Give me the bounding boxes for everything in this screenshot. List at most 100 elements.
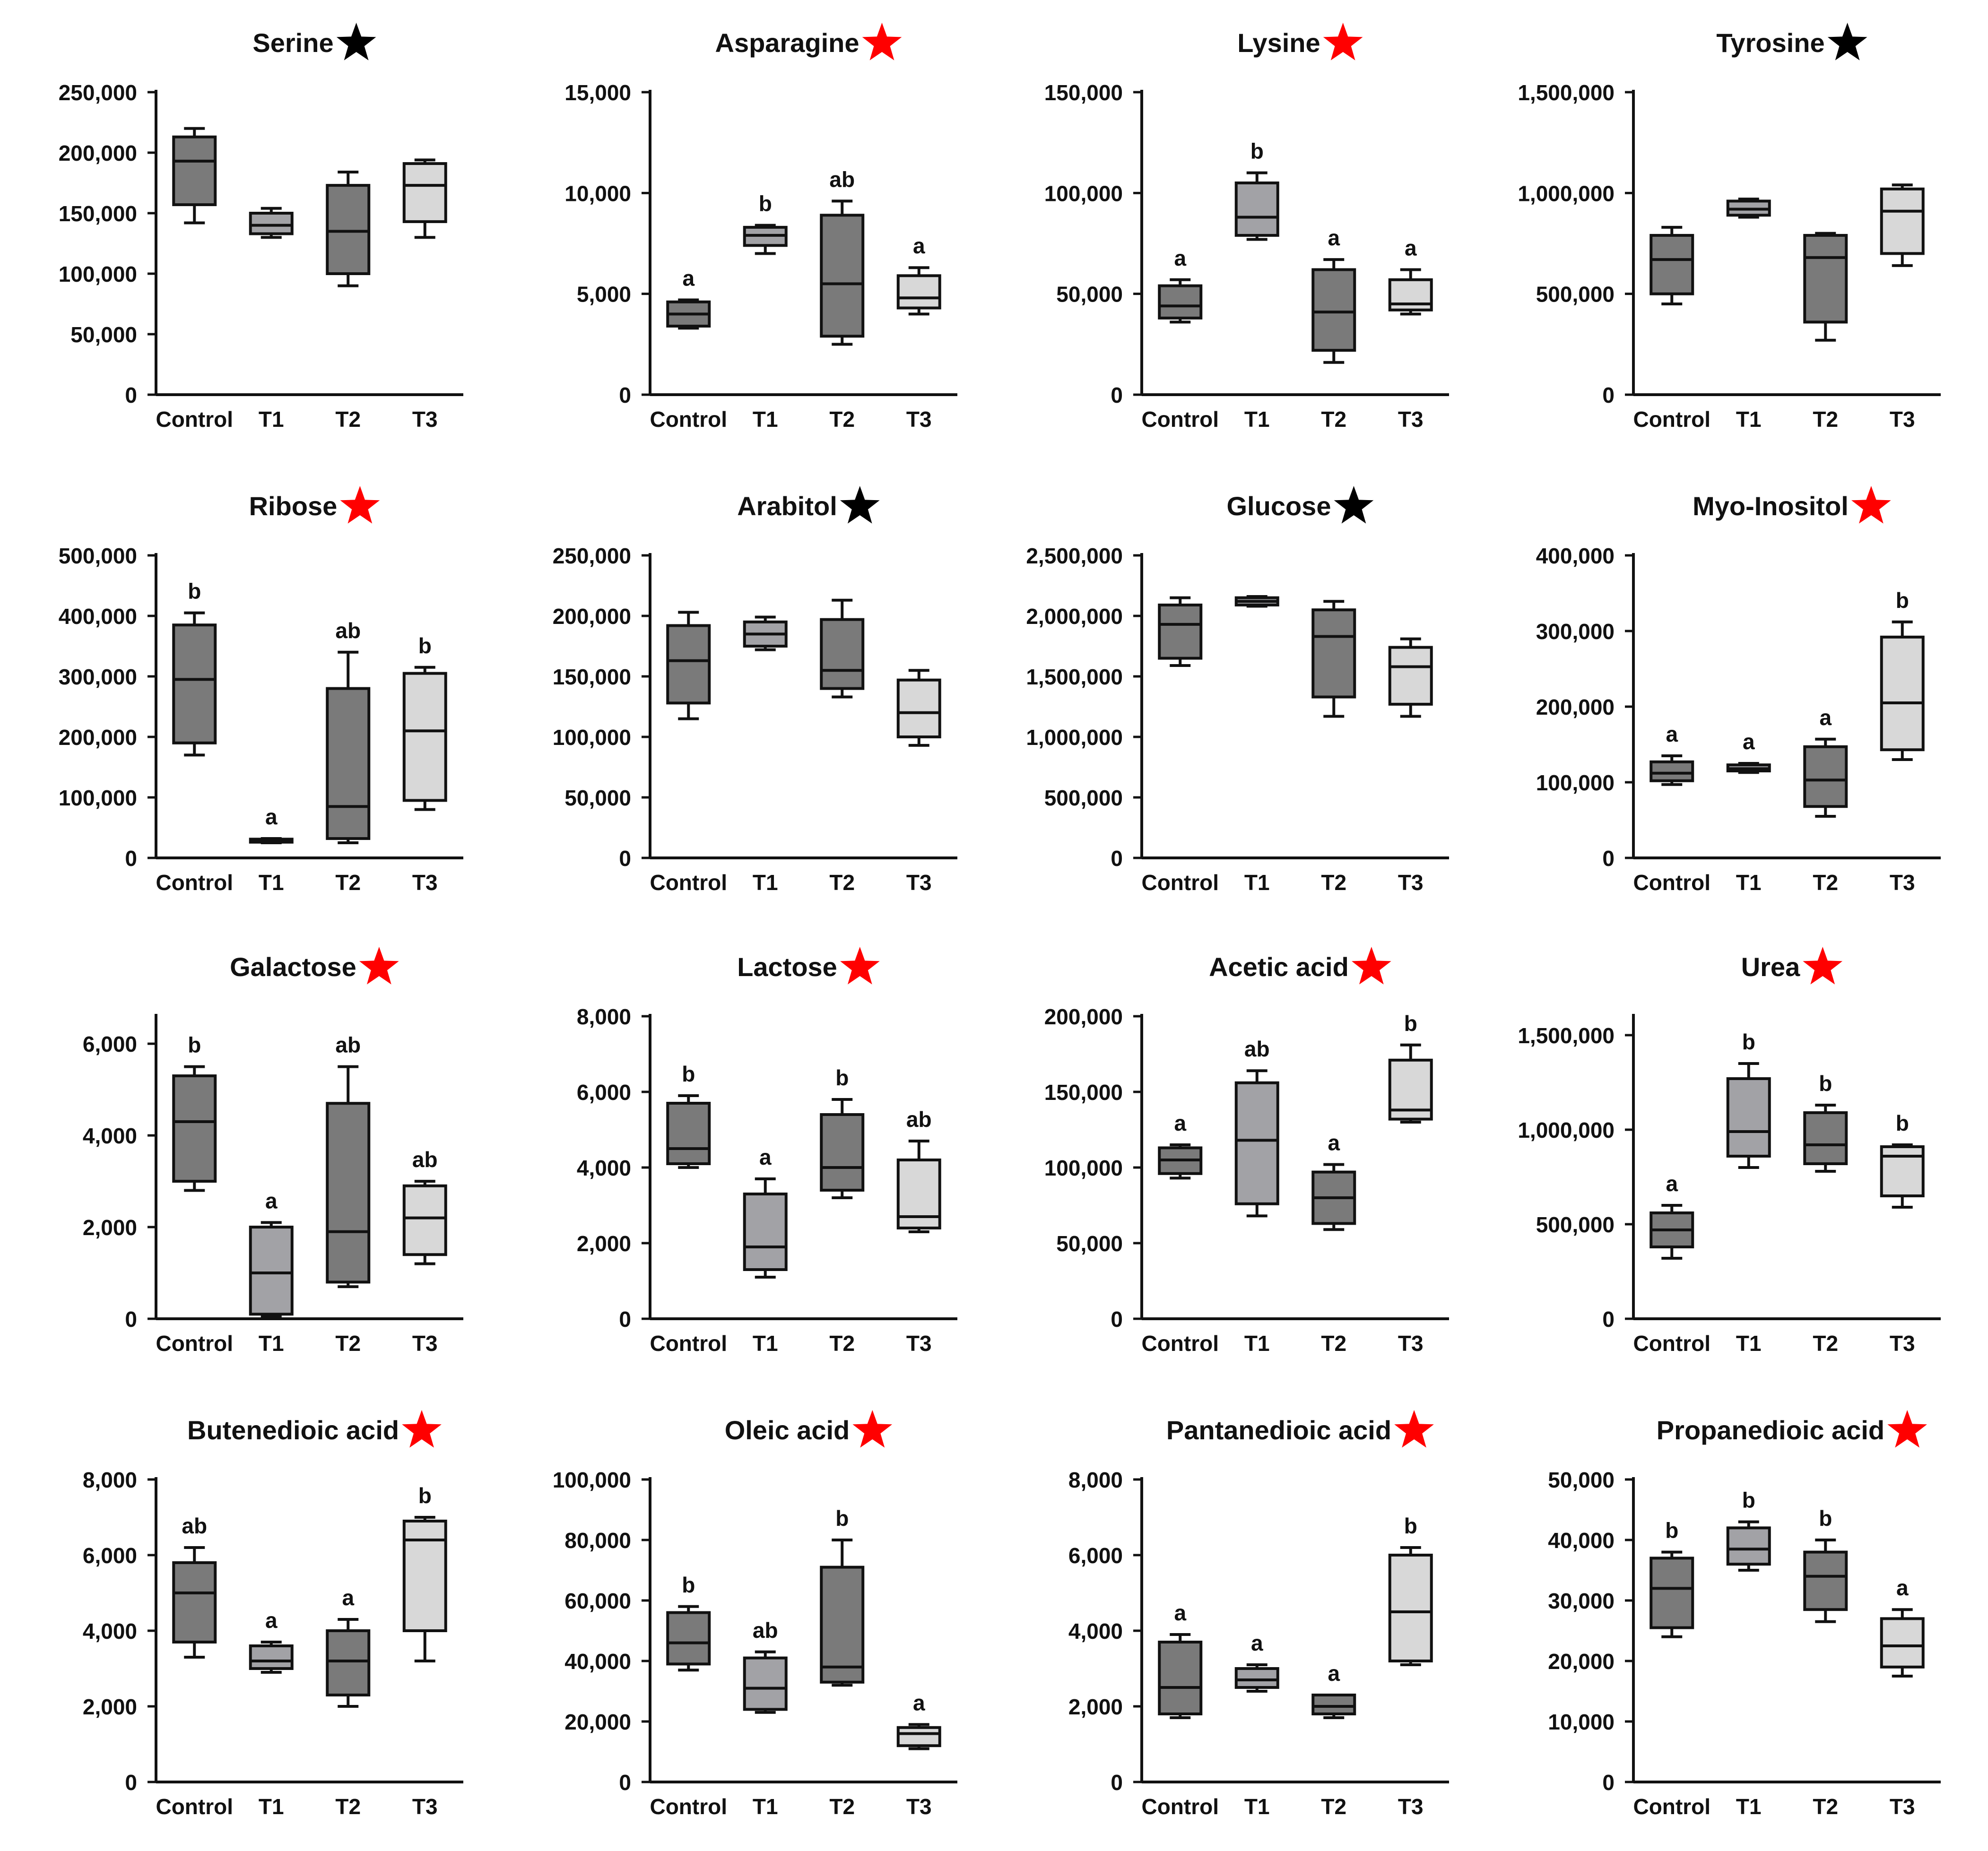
chart-title: Acetic acid — [1209, 952, 1349, 982]
iqr-box — [402, 672, 447, 802]
box-t2: a — [326, 1585, 371, 1708]
x-tick-label: T1 — [753, 407, 778, 432]
significance-letter: a — [1819, 705, 1832, 730]
x-tick-label: Control — [1141, 870, 1219, 895]
y-tick-label: 30,000 — [1548, 1589, 1615, 1613]
significance-star-icon — [336, 23, 376, 61]
y-tick-label: 6,000 — [83, 1543, 137, 1568]
iqr-box — [1649, 234, 1694, 295]
x-tick-label: Control — [1633, 870, 1710, 895]
y-tick-label: 0 — [1111, 846, 1123, 871]
significance-star-icon — [852, 1410, 893, 1448]
panel-arabitol: Arabitol 0 50,000 100,000 150,000 200,000 250,… — [553, 486, 957, 895]
y-tick-label: 2,000,000 — [1026, 604, 1123, 629]
y-tick-label: 50,000 — [1548, 1468, 1615, 1492]
x-tick-label: Control — [650, 870, 727, 895]
x-tick-label: T2 — [1321, 870, 1346, 895]
x-tick-label: T1 — [753, 1331, 778, 1356]
y-tick-label: 0 — [619, 383, 631, 407]
x-tick-label: T2 — [335, 407, 361, 432]
x-tick-label: Control — [1633, 1331, 1710, 1356]
significance-star-icon — [1803, 947, 1843, 985]
y-tick-label: 20,000 — [564, 1710, 631, 1734]
x-tick-label: Control — [650, 1794, 727, 1819]
significance-star-icon — [1851, 486, 1891, 524]
significance-letter: b — [835, 1065, 849, 1090]
x-tick-label: T1 — [1736, 1794, 1762, 1819]
chart-title: Urea — [1741, 952, 1800, 982]
significance-letter: b — [188, 579, 201, 604]
box-t2: a — [1803, 705, 1848, 818]
iqr-box — [1388, 646, 1433, 706]
y-tick-label: 500,000 — [1536, 1212, 1615, 1237]
iqr-box — [1234, 1667, 1279, 1689]
box-t1 — [743, 615, 788, 651]
y-tick-label: 0 — [1111, 1307, 1123, 1332]
x-tick-label: T3 — [1890, 407, 1915, 432]
significance-letter: b — [759, 191, 772, 216]
iqr-box — [1234, 182, 1279, 237]
chart-title: Arabitol — [737, 491, 837, 521]
box-t2: a — [1311, 1131, 1356, 1231]
y-tick-label: 100,000 — [553, 1468, 631, 1492]
iqr-box — [402, 1520, 447, 1632]
x-tick-label: T1 — [259, 870, 284, 895]
y-tick-label: 50,000 — [1056, 1231, 1123, 1256]
chart-title: Ribose — [249, 491, 338, 521]
significance-letter: b — [1404, 1514, 1417, 1538]
significance-letter: ab — [412, 1147, 438, 1172]
y-tick-label: 6,000 — [83, 1032, 137, 1056]
panel-tyrosine: Tyrosine 0 500,000 1,000,000 1,500,000 Contro… — [1518, 23, 1941, 432]
significance-star-icon — [1323, 23, 1363, 61]
x-tick-label: T3 — [412, 1794, 438, 1819]
x-tick-label: T1 — [753, 870, 778, 895]
iqr-box — [743, 1193, 788, 1271]
y-tick-label: 50,000 — [1056, 282, 1123, 307]
significance-letter: a — [1666, 1171, 1678, 1196]
iqr-box — [820, 618, 865, 690]
x-tick-label: Control — [1633, 1794, 1710, 1819]
x-tick-label: T1 — [1736, 870, 1762, 895]
y-tick-label: 50,000 — [564, 786, 631, 810]
y-tick-label: 2,000 — [83, 1215, 137, 1240]
significance-letter: a — [1251, 1631, 1263, 1655]
panel-urea: Urea 0 500,000 1,000,000 1,500,000 a Control b T… — [1518, 947, 1941, 1356]
significance-star-icon — [840, 486, 880, 524]
panel-glucose: Glucose 0 500,000 1,000,000 1,500,000 2,000,0… — [1026, 486, 1449, 895]
x-tick-label: Control — [1141, 1794, 1219, 1819]
box-t3 — [1388, 637, 1433, 718]
y-tick-label: 0 — [1602, 1770, 1615, 1795]
box-control: b — [172, 1033, 217, 1192]
significance-letter: b — [835, 1506, 849, 1531]
y-tick-label: 0 — [125, 1770, 137, 1795]
x-tick-label: T2 — [335, 1794, 361, 1819]
x-tick-label: T2 — [829, 870, 855, 895]
iqr-box — [1649, 1557, 1694, 1629]
y-tick-label: 400,000 — [1536, 544, 1615, 568]
box-t3 — [896, 669, 941, 747]
box-control: b — [666, 1573, 711, 1672]
significance-letter: ab — [1244, 1037, 1270, 1061]
significance-star-icon — [1827, 23, 1867, 61]
significance-letter: ab — [829, 167, 855, 191]
box-t3: b — [1880, 588, 1925, 761]
significance-letter: a — [1896, 1575, 1909, 1600]
significance-letter: a — [1405, 235, 1417, 260]
x-tick-label: T3 — [1398, 870, 1424, 895]
significance-letter: b — [1819, 1071, 1832, 1096]
x-tick-label: Control — [650, 1331, 727, 1356]
significance-letter: b — [1665, 1518, 1678, 1543]
box-t3: b — [1880, 1111, 1925, 1209]
box-control — [1158, 596, 1203, 667]
x-tick-label: Control — [156, 870, 233, 895]
box-t3 — [402, 158, 447, 239]
x-tick-label: T3 — [1890, 1331, 1915, 1356]
x-tick-label: T1 — [259, 1794, 284, 1819]
y-tick-label: 0 — [619, 1770, 631, 1795]
y-tick-label: 8,000 — [1068, 1468, 1123, 1492]
panel-ribose: Ribose 0 100,000 200,000 300,000 400,000 500,0… — [59, 486, 463, 895]
y-tick-label: 300,000 — [59, 665, 137, 689]
x-tick-label: T1 — [259, 1331, 284, 1356]
box-t3: b — [402, 633, 447, 811]
y-tick-label: 4,000 — [83, 1619, 137, 1643]
